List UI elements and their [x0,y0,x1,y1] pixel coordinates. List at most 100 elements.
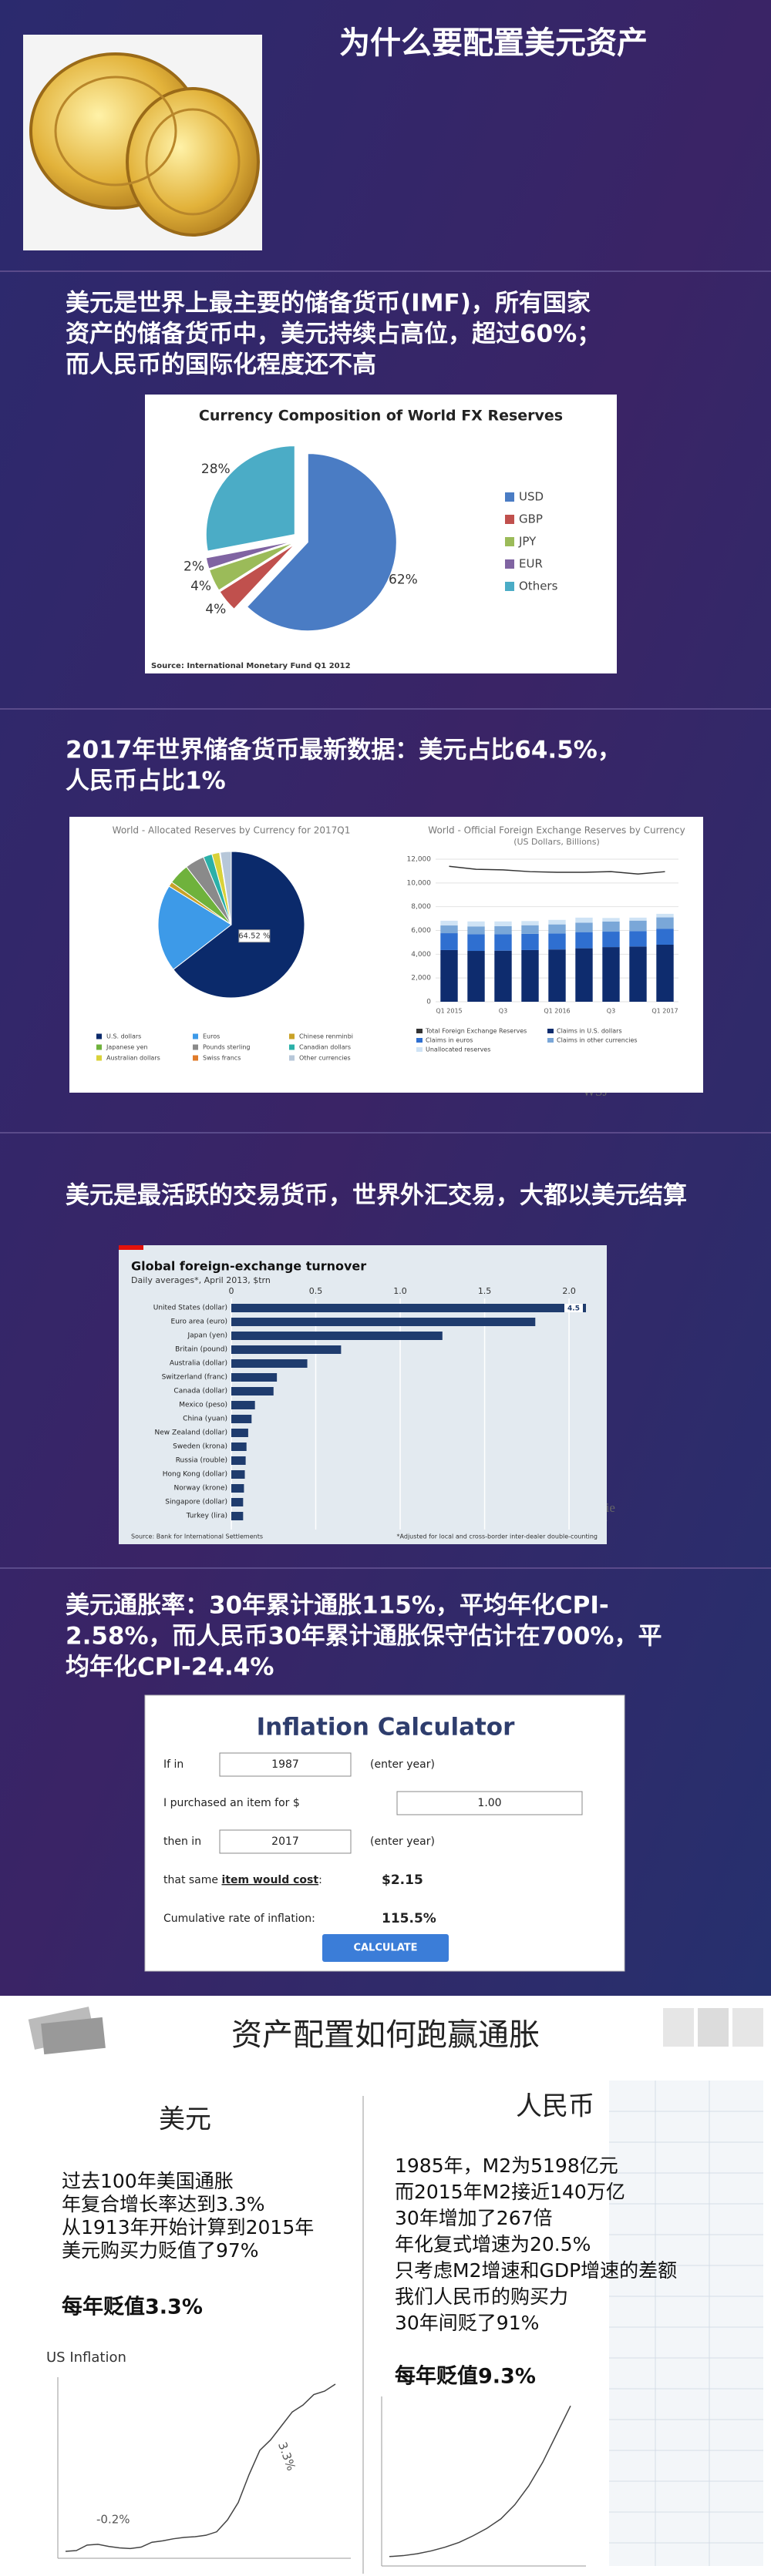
form-label: $2.15 [382,1872,423,1888]
bar-segment [521,933,539,950]
bar-segment [440,920,458,926]
section-text: 2.58%，而人民币30年累计通胀保守估计在700%，平 [66,1623,662,1651]
bar-segment [575,917,593,923]
legend-label: U.S. dollars [106,1033,141,1040]
pie-slice [205,540,294,569]
bar [231,1387,274,1395]
category-label: United States (dollar) [153,1305,227,1312]
x-tick-label: Q3 [499,1008,507,1015]
bar-segment [521,949,539,1002]
data-label: 64.52 % [238,932,270,941]
chart-title: US Inflation [46,2349,126,2366]
x-tick-label: 0 [229,1286,234,1296]
bar-segment [467,921,485,927]
bars [231,1304,586,1520]
bar [231,1373,278,1382]
legend-label: Euros [203,1033,220,1040]
bar-segment [656,917,674,929]
legend-label: Canadian dollars [299,1044,351,1051]
bar-segment [440,933,458,950]
bar [231,1512,244,1520]
legend-swatch [547,1038,554,1043]
x-tick-label: 1.0 [393,1286,407,1296]
bar-segment [575,922,593,932]
input-value: 2017 [271,1835,299,1848]
money-icon [28,2007,106,2055]
bar [231,1332,443,1340]
legend-swatch [289,1055,295,1061]
bar-segment [494,921,512,926]
section-text: 美元是最活跃的交易货币，世界外汇交易，大都以美元结算 [66,1182,687,1210]
bar-segment [602,932,620,948]
input-box [219,1829,352,1854]
label-box [564,1304,583,1312]
bar-segment [629,920,647,932]
category-label: Turkey (lira) [186,1513,227,1520]
data-label: 2% [183,559,204,575]
category-label: Australia (dollar) [170,1360,227,1368]
form-label: (enter year) [370,1758,435,1771]
legend-label: Australian dollars [106,1055,160,1062]
bar [231,1484,244,1493]
legend-swatch [547,1029,554,1033]
bar-segment [602,918,620,922]
pie-slice [208,542,295,591]
bar [231,1498,244,1506]
column-text: 30年增加了267倍 [395,2207,553,2229]
bar [231,1429,248,1437]
pie-slice [246,453,397,632]
pie-slice [157,885,232,970]
note: *Adjusted for local and cross-border int… [397,1533,598,1540]
pie-slice [173,851,305,999]
bar [231,1318,536,1326]
bar-segment [575,932,593,949]
data-label: 4% [205,602,226,617]
column-text: 过去100年美国通胀 [62,2170,234,2192]
form-label: 115.5% [382,1911,436,1926]
legend-swatch [193,1055,198,1061]
column-text: 30年间贬了91% [395,2312,539,2334]
bar [231,1470,245,1479]
legend-label: Claims in other currencies [557,1037,638,1044]
bottom-title: 资产配置如何跑赢通胀 [231,2017,540,2053]
category-label: Euro area (euro) [171,1318,227,1326]
table-thumbnail [609,2081,763,2566]
label-box [238,929,271,943]
legend-swatch [96,1044,102,1050]
data-label: 4% [190,579,211,594]
bar-segment [602,947,620,1002]
input-box [219,1752,352,1777]
bar-segment [494,934,512,951]
legend-swatch [505,537,514,546]
legend-label: Others [519,579,558,593]
category-label: Japan (yen) [187,1332,227,1340]
y-tick-label: 12,000 [407,856,432,864]
legend-label: Claims in U.S. dollars [557,1028,622,1035]
x-tick-label: Q1 2015 [436,1008,462,1015]
legend-label: Japanese yen [106,1044,148,1051]
legend-label: Swiss francs [203,1055,241,1062]
bar-segment [521,921,539,925]
form-label: (enter year) [370,1835,435,1848]
bar-segment [548,919,566,925]
bar-segment [548,933,566,950]
legend-label: USD [519,490,544,504]
category-label: Switzerland (franc) [162,1374,227,1382]
section-text: 人民币占比1% [66,767,226,795]
line [65,2383,336,2552]
bar-segment [440,925,458,934]
y-tick-label: 2,000 [411,975,431,982]
category-label: Mexico (peso) [179,1402,227,1409]
category-label: New Zealand (dollar) [155,1429,227,1437]
legend-swatch [416,1029,423,1033]
bar-segment [521,925,539,934]
source: Source: Bank for International Settlemen… [131,1533,263,1540]
bar-segment [656,929,674,945]
section-text: 而人民币的国际化程度还不高 [66,351,376,379]
y-tick-label: 10,000 [407,879,432,887]
legend-swatch [505,492,514,502]
pie-slice [205,445,295,552]
legend-label: Unallocated reserves [426,1046,490,1053]
x-tick-label: Q3 [607,1008,615,1015]
button-label: CALCULATE [353,1943,417,1954]
